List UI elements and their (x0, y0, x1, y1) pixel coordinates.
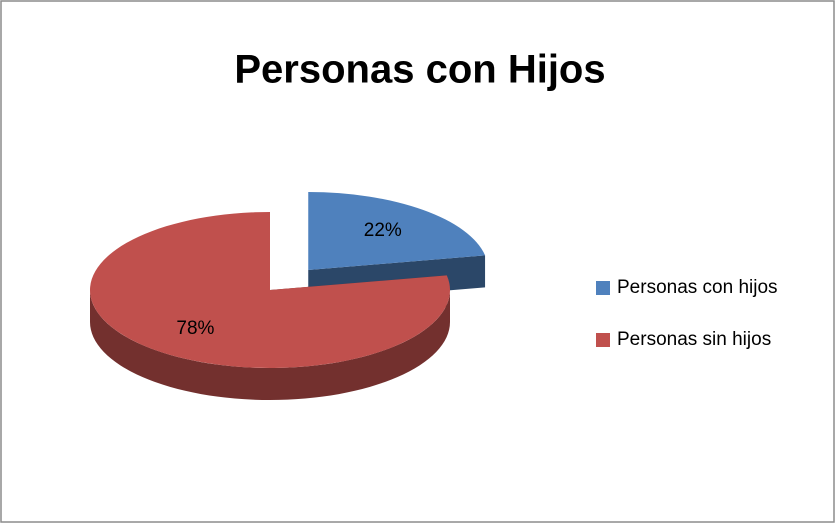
legend-label: Personas sin hijos (617, 329, 771, 350)
legend-swatch (596, 333, 610, 347)
data-label: 78% (176, 318, 214, 339)
legend-label: Personas con hijos (617, 277, 778, 298)
legend-swatch (596, 281, 610, 295)
data-label: 22% (364, 220, 402, 241)
slice (90, 212, 451, 368)
chart-title: Personas con Hijos (234, 48, 605, 92)
slice (308, 191, 486, 270)
slice-wall (90, 290, 450, 400)
